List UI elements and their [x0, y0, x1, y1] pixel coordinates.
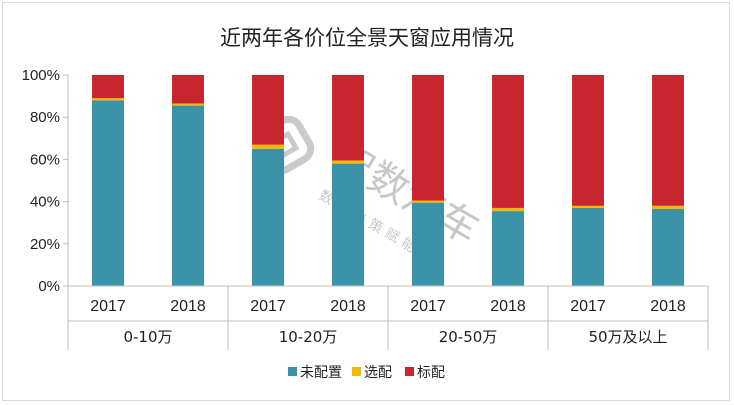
bar-segment-optional — [332, 160, 364, 164]
x-group-label: 10-20万 — [279, 328, 338, 346]
y-tick-label: 40% — [30, 194, 60, 211]
bar-segment-none — [492, 211, 524, 286]
legend-swatch — [288, 367, 297, 376]
bar-segment-none — [652, 208, 684, 286]
bar-segment-optional — [172, 103, 204, 106]
chart-title: 近两年各价位全景天窗应用情况 — [220, 26, 514, 50]
legend-label: 选配 — [364, 365, 392, 381]
bar-segment-optional — [92, 98, 124, 101]
bar-segment-standard — [172, 75, 204, 104]
x-year-label: 2018 — [330, 298, 366, 315]
bar-segment-none — [172, 105, 204, 286]
bar-segment-none — [252, 148, 284, 286]
y-tick-label: 60% — [30, 151, 60, 168]
x-year-label: 2017 — [250, 298, 286, 315]
bar-segment-standard — [572, 75, 604, 206]
x-year-label: 2018 — [490, 298, 526, 315]
legend-label: 未配置 — [300, 365, 342, 381]
y-tick-label: 80% — [30, 109, 60, 126]
bar-segment-optional — [412, 200, 444, 203]
x-year-label: 2018 — [170, 298, 206, 315]
x-year-label: 2017 — [410, 298, 446, 315]
y-tick-label: 20% — [30, 236, 60, 253]
x-year-label: 2017 — [90, 298, 126, 315]
watermark-logo: 智数汽车 数据决策赋能者 TM — [255, 115, 520, 268]
legend-swatch — [405, 367, 414, 376]
bar-segment-optional — [252, 144, 284, 149]
x-year-label: 2018 — [650, 298, 686, 315]
x-year-label: 2017 — [570, 298, 606, 315]
bar-segment-optional — [572, 205, 604, 208]
bar-segment-standard — [332, 75, 364, 161]
bar-segment-none — [92, 100, 124, 286]
x-group-label: 50万及以上 — [588, 328, 667, 346]
y-tick-label: 100% — [22, 67, 60, 84]
bar-segment-standard — [92, 75, 124, 99]
y-tick-label: 0% — [38, 278, 60, 295]
x-group-label: 0-10万 — [123, 328, 172, 346]
bar-segment-standard — [492, 75, 524, 208]
bar-segment-standard — [412, 75, 444, 201]
bar-segment-standard — [652, 75, 684, 206]
bar-segment-none — [412, 202, 444, 286]
legend-swatch — [352, 367, 361, 376]
legend-label: 标配 — [417, 365, 445, 381]
bar-segment-optional — [652, 205, 684, 209]
bar-segment-standard — [252, 75, 284, 145]
x-group-label: 20-50万 — [439, 328, 498, 346]
bar-segment-optional — [492, 207, 524, 212]
bar-segment-none — [332, 163, 364, 286]
bar-segment-none — [572, 207, 604, 286]
